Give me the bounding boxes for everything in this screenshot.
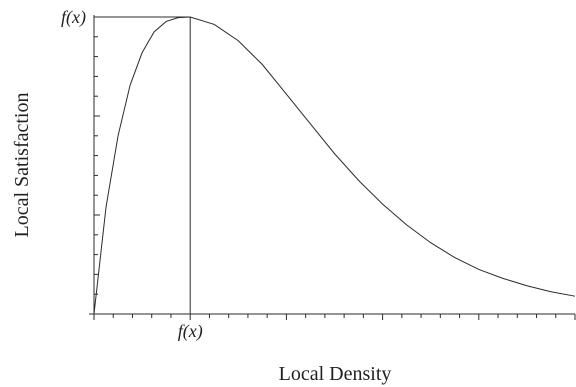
peak-y-tick-label: f(x) bbox=[61, 7, 86, 28]
x-axis-label: Local Density bbox=[279, 363, 392, 385]
peak-x-tick-label: f(x) bbox=[178, 321, 203, 342]
y-axis-label: Local Satisfaction bbox=[11, 93, 33, 238]
x-axis-ticks bbox=[93, 314, 576, 320]
series-line bbox=[93, 16, 576, 315]
